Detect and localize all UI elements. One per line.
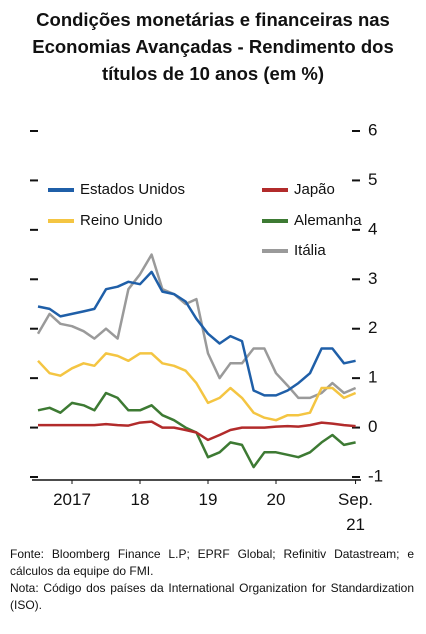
y-tick-label: 3 — [368, 269, 377, 288]
legend-label: Itália — [294, 242, 326, 259]
legend-label: Reino Unido — [80, 212, 163, 229]
source-note: Fonte: Bloomberg Finance L.P; EPRF Globa… — [10, 547, 414, 578]
legend-label: Estados Unidos — [80, 181, 185, 198]
x-tick-label: 2017 — [53, 490, 91, 509]
y-tick-label: -1 — [368, 466, 383, 485]
note: Nota: Código dos países da International… — [10, 581, 414, 612]
series-line — [37, 352, 357, 422]
series-line — [36, 253, 357, 400]
x-tick-label: 19 — [198, 490, 218, 509]
chart-title: Condições monetárias e financeiras nas E… — [32, 9, 394, 84]
y-tick-label: 6 — [368, 120, 377, 139]
legend-label: Japão — [294, 181, 335, 198]
x-tick-label: Sep. 21 — [338, 490, 374, 534]
series-line — [37, 270, 356, 397]
x-tick-label: 20 — [266, 490, 286, 509]
series-line — [37, 391, 356, 469]
y-tick-label: 0 — [368, 417, 377, 436]
y-tick-label: 4 — [368, 219, 377, 238]
x-tick-label: 18 — [130, 490, 150, 509]
legend-label: Alemanha — [294, 212, 362, 229]
series-line — [38, 420, 356, 442]
y-tick-label: 5 — [368, 170, 377, 189]
y-tick-label: 1 — [368, 368, 377, 387]
y-tick-label: 2 — [368, 318, 377, 337]
